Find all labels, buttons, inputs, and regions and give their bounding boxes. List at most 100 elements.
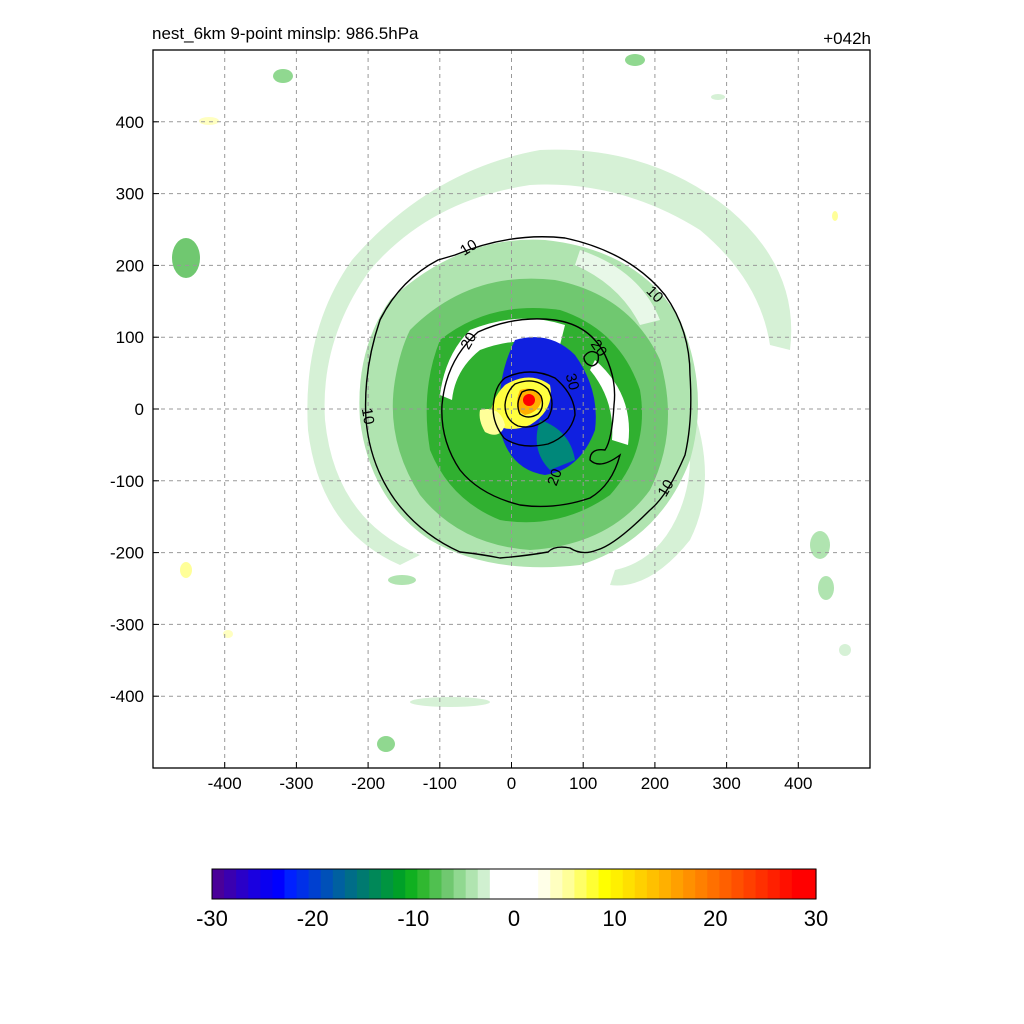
shade-blob-10: [223, 630, 233, 638]
colorbar-cell: [441, 869, 455, 899]
y-axis-ticks: -400 -300 -200 -100 0 100 200 300 400: [110, 113, 159, 706]
shade-blob-8: [388, 575, 416, 585]
colorbar-cell: [344, 869, 358, 899]
shade-blob-12: [199, 117, 219, 125]
x-tick-label: -300: [279, 774, 313, 793]
x-tick-label: 100: [569, 774, 597, 793]
contour-lines: [364, 236, 692, 559]
colorbar-ticks: -30 -20 -10 0 10 20 30: [196, 906, 828, 931]
colorbar-tick-label: -10: [397, 906, 429, 931]
colorbar-cells: [212, 869, 817, 899]
colorbar-cell: [369, 869, 382, 899]
colorbar-tick-label: 0: [508, 906, 520, 931]
colorbar-cell: [598, 869, 612, 899]
shade-white-arc-e: [590, 360, 630, 445]
colorbar-tick-label: 20: [703, 906, 727, 931]
contour-label: 10: [358, 407, 378, 426]
colorbar-cell: [622, 869, 636, 899]
y-tick-label: -200: [110, 544, 144, 563]
chart-title: nest_6km 9-point minslp: 986.5hPa: [152, 24, 419, 43]
colorbar-cell: [634, 869, 648, 899]
y-tick-label: 0: [135, 400, 144, 419]
contour-label: 10: [457, 236, 480, 259]
x-tick-label: -200: [351, 774, 385, 793]
colorbar-cell: [248, 869, 261, 899]
colorbar-cell: [803, 869, 817, 899]
shade-blob-13: [832, 211, 838, 221]
colorbar-cell: [272, 869, 286, 899]
x-tick-label: 200: [641, 774, 669, 793]
colorbar-cell: [574, 869, 588, 899]
shade-red-center: [523, 394, 535, 406]
colorbar-cell: [308, 869, 322, 899]
chart-time-label: +042h: [823, 29, 871, 48]
shade-teal-core: [536, 420, 575, 470]
colorbar-cell: [646, 869, 660, 899]
colorbar-cell: [526, 869, 539, 899]
contour-30b: [504, 380, 553, 428]
colorbar-tick-label: -30: [196, 906, 228, 931]
colorbar-cell: [296, 869, 310, 899]
contour-label: 20: [544, 467, 566, 488]
colorbar-frame: [211, 868, 817, 900]
contour-30c: [517, 389, 544, 418]
colorbar-tick-label: 10: [602, 906, 626, 931]
colorbar-cell: [779, 869, 793, 899]
colorbar-cell: [356, 869, 370, 899]
shade-blob-4: [810, 531, 830, 559]
colorbar-cell: [683, 869, 696, 899]
y-tick-label: -100: [110, 472, 144, 491]
contour-label: 20: [457, 330, 480, 353]
y-tick-label: 400: [116, 113, 144, 132]
colorbar-cell: [501, 869, 515, 899]
colorbar: -30 -20 -10 0 10 20 30: [196, 868, 828, 931]
colorbar-cell: [586, 869, 600, 899]
colorbar-cell: [731, 869, 745, 899]
shade-blob-6: [377, 736, 395, 752]
shade-white-arc-ne: [575, 250, 660, 325]
colorbar-cell: [212, 869, 225, 899]
colorbar-cell: [429, 869, 443, 899]
colorbar-cell: [381, 869, 394, 899]
colorbar-cell: [707, 869, 720, 899]
x-axis-ticks: -400 -300 -200 -100 0 100 200 300 400: [208, 762, 812, 793]
x-tick-label: 400: [784, 774, 812, 793]
colorbar-cell: [320, 869, 334, 899]
shade-blob-7: [410, 697, 490, 707]
shade-blob-14: [711, 94, 725, 100]
colorbar-cell: [562, 869, 575, 899]
colorbar-cell: [489, 869, 503, 899]
colorbar-cell: [332, 869, 346, 899]
y-tick-label: -300: [110, 615, 144, 634]
colorbar-cell: [236, 869, 249, 899]
contour-label: 30: [562, 372, 583, 393]
shade-blob-11: [839, 644, 851, 656]
contour-small: [583, 350, 600, 367]
colorbar-cell: [465, 869, 479, 899]
colorbar-cell: [538, 869, 551, 899]
contour-label: 20: [587, 337, 610, 360]
shade-blob-2: [273, 69, 293, 83]
shade-yellow-west: [479, 409, 505, 435]
colorbar-cell: [417, 869, 431, 899]
x-tick-label: -100: [423, 774, 457, 793]
x-tick-label: -400: [208, 774, 242, 793]
y-tick-label: -400: [110, 687, 144, 706]
shade-blob-9: [180, 562, 192, 578]
colorbar-cell: [658, 869, 672, 899]
shade-blob-5: [818, 576, 834, 600]
shade-outer-band: [307, 149, 792, 565]
colorbar-cell: [453, 869, 467, 899]
colorbar-cell: [260, 869, 273, 899]
colorbar-cell: [405, 869, 418, 899]
colorbar-cell: [719, 869, 733, 899]
contour-10: [364, 236, 692, 559]
x-tick-label: 300: [712, 774, 740, 793]
colorbar-cell: [743, 869, 757, 899]
colorbar-cell: [610, 869, 624, 899]
contour-30a: [492, 371, 576, 447]
shade-blob-1: [172, 238, 200, 278]
colorbar-cell: [671, 869, 684, 899]
